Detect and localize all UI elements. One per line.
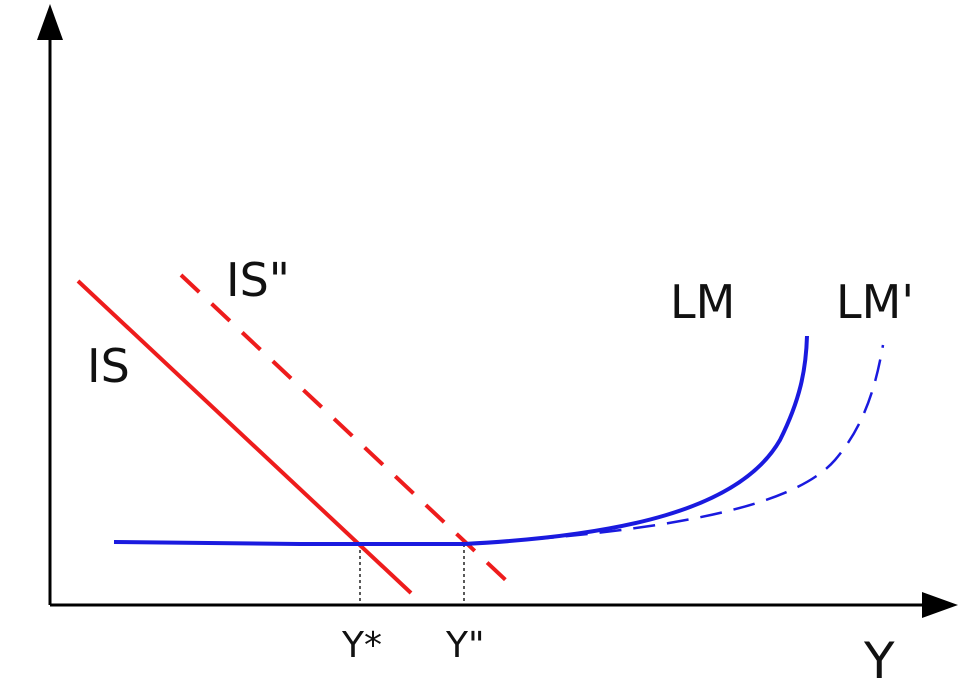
is-curve <box>76 279 413 595</box>
y-axis-arrowhead <box>37 4 63 40</box>
is-shifted-label: IS" <box>226 253 290 307</box>
lm-shifted-label: LM' <box>836 275 914 329</box>
y-star-label: Y* <box>341 625 382 666</box>
y-double-prime-label: Y" <box>445 625 485 666</box>
y-axis-title: i <box>0 26 2 84</box>
x-axis-title: Y <box>863 632 895 683</box>
is-shifted-curve <box>179 273 513 587</box>
lm-label: LM <box>670 275 735 329</box>
lm-shifted-curve <box>463 344 885 546</box>
is-label: IS <box>87 339 130 393</box>
lm-curve <box>113 335 809 546</box>
axes <box>37 4 958 618</box>
x-axis-arrowhead <box>922 592 958 618</box>
